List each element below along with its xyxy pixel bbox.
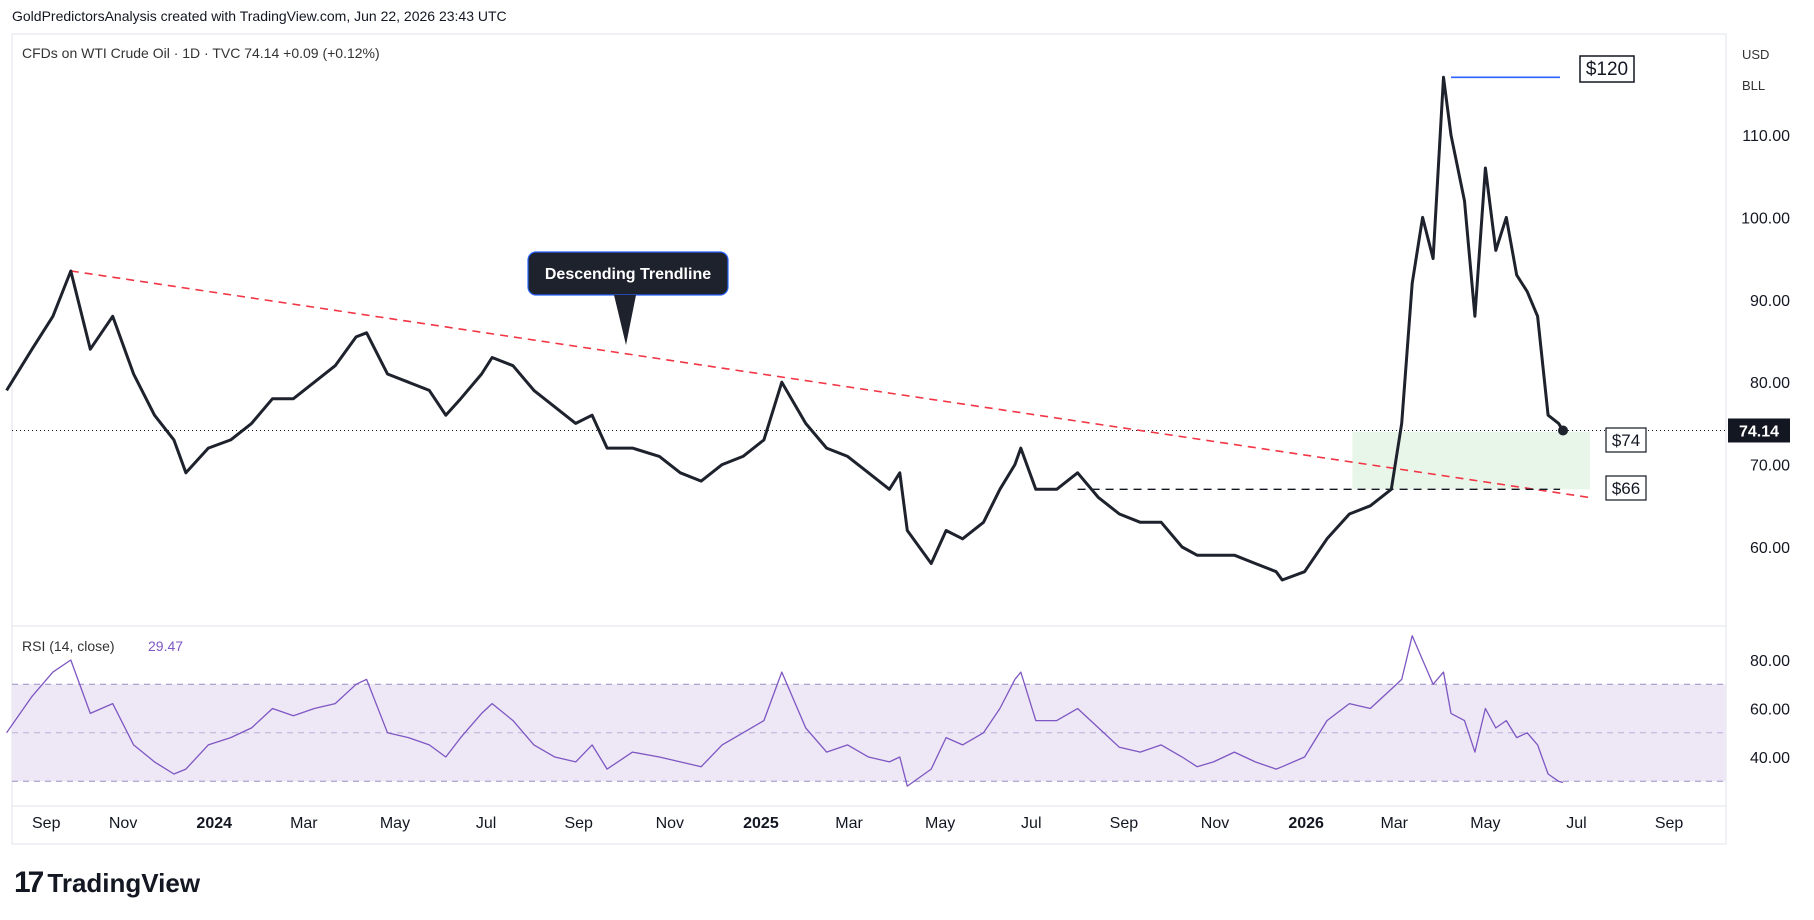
time-axis-tick: 2024 bbox=[196, 815, 232, 832]
time-axis-tick: May bbox=[1470, 815, 1500, 832]
rsi-axis-tick: 60.00 bbox=[1750, 702, 1790, 719]
time-axis-tick: Sep bbox=[1110, 815, 1139, 832]
support-zone[interactable] bbox=[1352, 431, 1590, 490]
rsi-axis-tick: 80.00 bbox=[1750, 653, 1790, 670]
rsi-series-line bbox=[6, 635, 1564, 787]
time-axis-tick: 2026 bbox=[1288, 815, 1324, 832]
label-74-box[interactable]: $74 bbox=[1605, 427, 1647, 453]
price-series-line bbox=[5, 75, 1565, 582]
last-price-marker bbox=[1558, 425, 1569, 436]
rsi-band bbox=[12, 684, 1726, 782]
time-axis-tick: Sep bbox=[32, 815, 61, 832]
label-66-box[interactable]: $66 bbox=[1605, 475, 1647, 501]
time-axis[interactable]: Sep Nov 2024 Mar May Jul Sep Nov 2025 Mar May Jul Se… bbox=[32, 815, 1683, 832]
unit-label[interactable]: BLL bbox=[1742, 78, 1765, 93]
label-120-frame bbox=[1579, 55, 1635, 83]
price-axis-tick: 90.00 bbox=[1750, 293, 1790, 310]
time-axis-tick: Nov bbox=[656, 815, 684, 832]
label-74-text: $74 bbox=[1612, 431, 1640, 450]
time-axis-tick: Sep bbox=[1655, 815, 1684, 832]
time-axis-tick: Mar bbox=[290, 815, 318, 832]
attribution-text: GoldPredictorsAnalysis created with Trad… bbox=[12, 8, 507, 24]
price-badge-text: 74.14 bbox=[1739, 423, 1779, 440]
price-badge-bg bbox=[1728, 418, 1790, 443]
descending-trendline[interactable] bbox=[70, 270, 1591, 499]
price-axis-tick: 100.00 bbox=[1741, 210, 1790, 227]
time-axis-tick: Nov bbox=[109, 815, 137, 832]
time-axis-tick: Nov bbox=[1201, 815, 1229, 832]
label-120-text: $120 bbox=[1586, 59, 1628, 80]
tradingview-logo-icon: 17 bbox=[14, 866, 44, 899]
rsi-axis[interactable]: 40.00 60.00 80.00 bbox=[1750, 653, 1790, 767]
price-axis-tick: 80.00 bbox=[1750, 375, 1790, 392]
callout-text: Descending Trendline bbox=[545, 266, 711, 283]
time-axis-tick: Mar bbox=[835, 815, 863, 832]
time-axis-tick: 2025 bbox=[743, 815, 779, 832]
time-axis-tick: Jul bbox=[476, 815, 496, 832]
rsi-legend-name[interactable]: RSI (14, close) bbox=[22, 638, 115, 654]
time-axis-tick: Mar bbox=[1380, 815, 1408, 832]
time-axis-tick: Sep bbox=[564, 815, 593, 832]
label-120-box[interactable]: $120 bbox=[1579, 55, 1635, 83]
current-price-badge: 74.14 bbox=[1728, 418, 1790, 443]
callout-pointer bbox=[614, 295, 636, 345]
price-axis-tick: 70.00 bbox=[1750, 458, 1790, 475]
rsi-axis-tick: 40.00 bbox=[1750, 750, 1790, 767]
label-66-frame bbox=[1605, 475, 1647, 501]
price-axis[interactable]: 60.00 70.00 80.00 90.00 100.00 110.00 bbox=[1741, 128, 1790, 557]
time-axis-tick: May bbox=[925, 815, 955, 832]
currency-label[interactable]: USD bbox=[1742, 47, 1769, 62]
label-74-frame bbox=[1605, 427, 1647, 453]
symbol-legend[interactable]: CFDs on WTI Crude Oil · 1D · TVC 74.14 +… bbox=[22, 45, 380, 61]
time-axis-tick: Jul bbox=[1021, 815, 1041, 832]
label-66-text: $66 bbox=[1612, 479, 1640, 498]
price-axis-tick: 60.00 bbox=[1750, 540, 1790, 557]
price-axis-tick: 110.00 bbox=[1742, 128, 1790, 145]
time-axis-tick: Jul bbox=[1566, 815, 1586, 832]
tradingview-brand-text: TradingView bbox=[47, 867, 201, 898]
tradingview-logo[interactable]: 17 TradingView bbox=[14, 866, 200, 900]
trendline-callout[interactable]: Descending Trendline bbox=[527, 251, 729, 345]
rsi-legend-value: 29.47 bbox=[148, 638, 183, 654]
time-axis-tick: May bbox=[380, 815, 410, 832]
